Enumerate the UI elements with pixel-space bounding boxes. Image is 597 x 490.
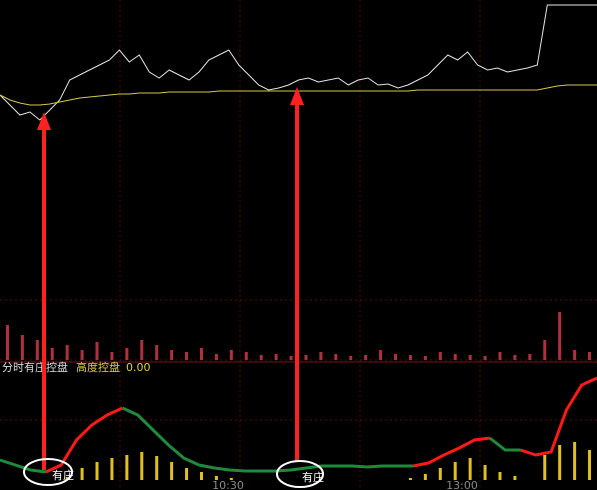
bar	[155, 345, 159, 360]
bar	[319, 352, 323, 360]
bar	[140, 340, 144, 360]
annotation: 有庄	[52, 468, 74, 482]
bar	[229, 350, 233, 360]
line	[0, 4, 597, 121]
bar	[110, 458, 114, 480]
bar	[289, 356, 293, 360]
bar	[498, 352, 502, 360]
bar	[558, 445, 562, 480]
bar	[364, 355, 368, 360]
line	[413, 436, 490, 468]
bar	[80, 350, 84, 360]
bar	[408, 478, 412, 480]
line	[121, 406, 414, 473]
bar	[588, 450, 592, 480]
bar	[453, 354, 457, 360]
bar	[50, 348, 54, 360]
bar	[423, 474, 427, 480]
bar	[528, 354, 532, 360]
bar	[214, 354, 218, 360]
bar	[125, 455, 129, 480]
line	[488, 436, 521, 452]
bar	[170, 350, 174, 360]
bar	[65, 345, 69, 360]
bar	[573, 350, 577, 360]
bar	[214, 476, 218, 480]
bar	[65, 477, 69, 480]
bar	[185, 352, 189, 360]
bar	[543, 340, 547, 360]
time-label: 10:30	[212, 479, 244, 490]
bar	[35, 340, 39, 360]
bar	[483, 356, 487, 360]
bar	[229, 478, 233, 480]
bar	[155, 456, 159, 480]
bar	[170, 462, 174, 480]
bar	[80, 468, 84, 480]
bar	[140, 452, 144, 480]
bar	[274, 354, 278, 360]
bar	[438, 468, 442, 480]
indicator-value: 0.00	[126, 361, 151, 374]
annotation: 有庄	[302, 470, 324, 484]
bar	[468, 458, 472, 480]
bar	[558, 312, 562, 360]
bar	[95, 462, 99, 480]
indicator-name: 分时有庄控盘	[2, 360, 68, 374]
bar	[304, 355, 308, 360]
bar	[483, 465, 487, 480]
bar	[394, 354, 398, 360]
bar	[453, 462, 457, 480]
bar	[199, 348, 203, 360]
bar	[125, 348, 129, 360]
bar	[573, 442, 577, 480]
bar	[438, 352, 442, 360]
bar	[199, 472, 203, 480]
line	[0, 458, 47, 474]
bar	[185, 468, 189, 480]
bar	[244, 352, 248, 360]
bar	[110, 352, 114, 360]
bar	[513, 355, 517, 360]
bar	[379, 350, 383, 360]
indicator-label: 高度控盘	[76, 360, 120, 374]
bar	[498, 472, 502, 480]
bar	[513, 476, 517, 480]
bar	[588, 352, 592, 360]
circle	[276, 460, 324, 488]
bar	[543, 455, 547, 480]
bar	[468, 355, 472, 360]
bar	[408, 355, 412, 360]
arrow	[37, 87, 304, 470]
bar	[334, 354, 338, 360]
line	[520, 376, 597, 457]
bar	[5, 325, 9, 360]
time-label: 13:00	[446, 479, 478, 490]
bar	[259, 355, 263, 360]
circle	[23, 458, 73, 486]
bar	[95, 342, 99, 360]
line	[45, 406, 124, 474]
bar	[423, 356, 427, 360]
bar	[20, 335, 24, 360]
bar	[349, 356, 353, 360]
